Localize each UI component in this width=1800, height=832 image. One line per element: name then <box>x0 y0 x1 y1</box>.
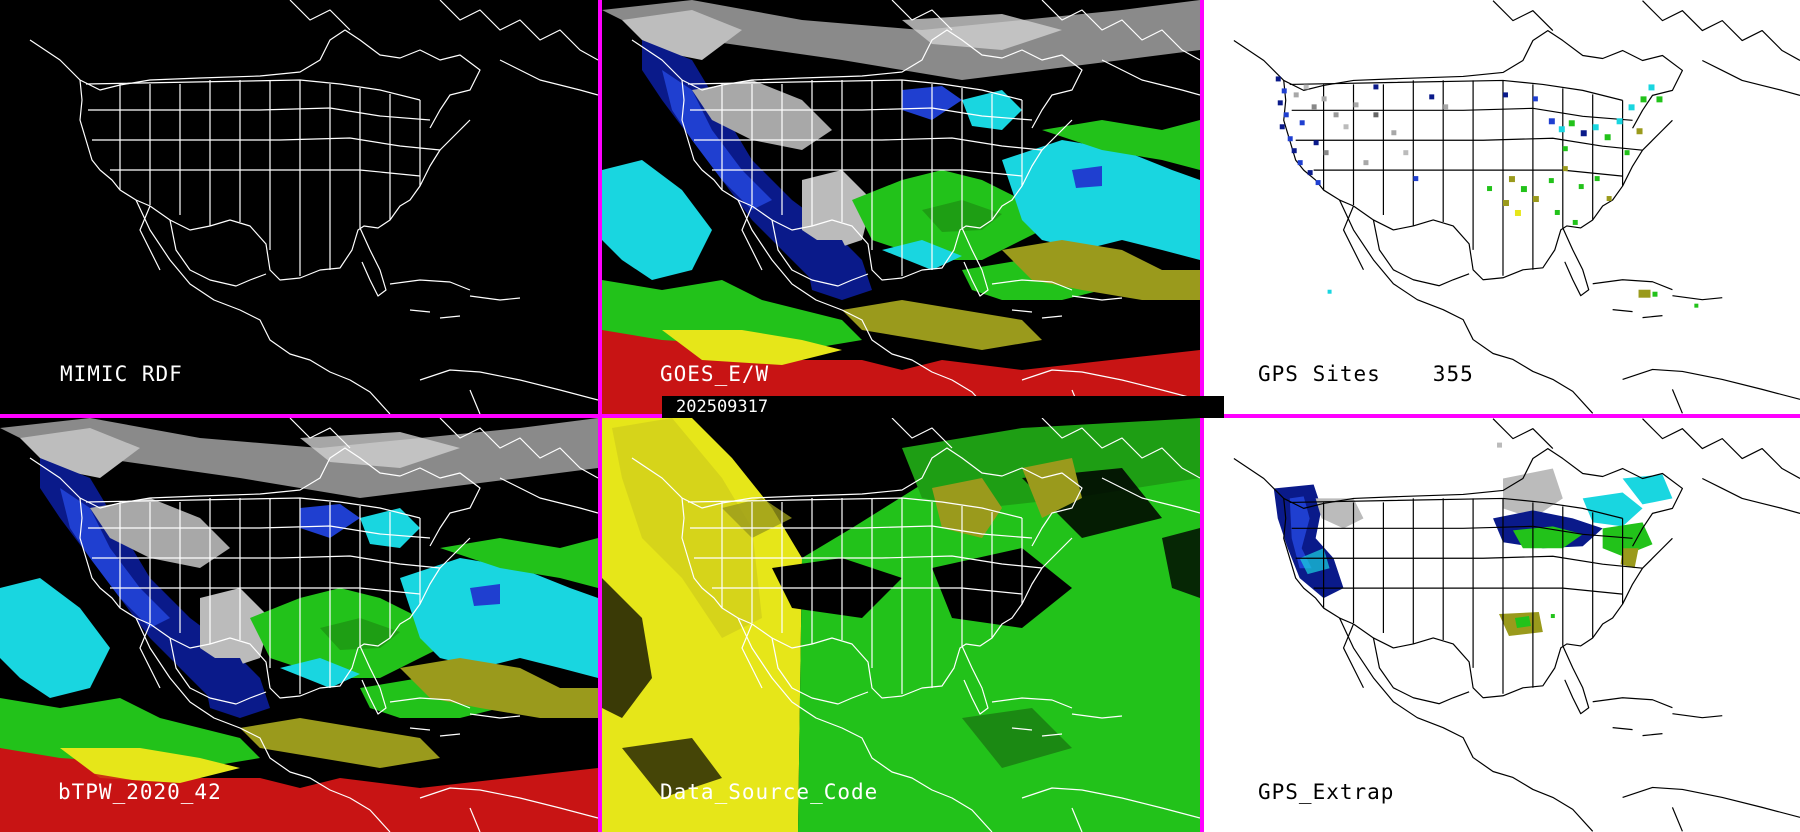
timestamp-label: 202509317 <box>676 397 769 417</box>
panel-mimic-rdf: MIMIC RDF <box>0 0 598 414</box>
map-btpw <box>0 418 598 832</box>
gps-site-count: 355 <box>1432 362 1474 386</box>
map-goes <box>602 0 1200 414</box>
timestamp-bar <box>662 396 1224 418</box>
map-gps-extrap <box>1233 418 1800 832</box>
map-mimic-rdf <box>29 0 598 414</box>
gps-sites-title: GPS Sites <box>1258 362 1381 386</box>
panel-label-goes: GOES_E/W <box>660 362 770 386</box>
panel-label-data-source: Data_Source_Code <box>660 780 879 804</box>
map-data-source <box>602 418 1200 832</box>
panel-label-gps-sites: GPS Sites 355 <box>1258 362 1474 386</box>
panel-label-btpw: bTPW_2020_42 <box>58 780 222 804</box>
gps-site-markers <box>1275 76 1699 308</box>
panel-label-gps-extrap: GPS_Extrap <box>1258 780 1395 804</box>
panel-goes: GOES_E/W <box>602 0 1200 414</box>
panel-label-mimic-rdf: MIMIC RDF <box>60 362 183 386</box>
map-gps-sites <box>1233 0 1800 414</box>
panel-gps-extrap: GPS_Extrap <box>1204 418 1800 832</box>
panel-btpw: bTPW_2020_42 <box>0 418 598 832</box>
panel-data-source: Data_Source_Code <box>602 418 1200 832</box>
panel-gps-sites: GPS Sites 355 <box>1204 0 1800 414</box>
